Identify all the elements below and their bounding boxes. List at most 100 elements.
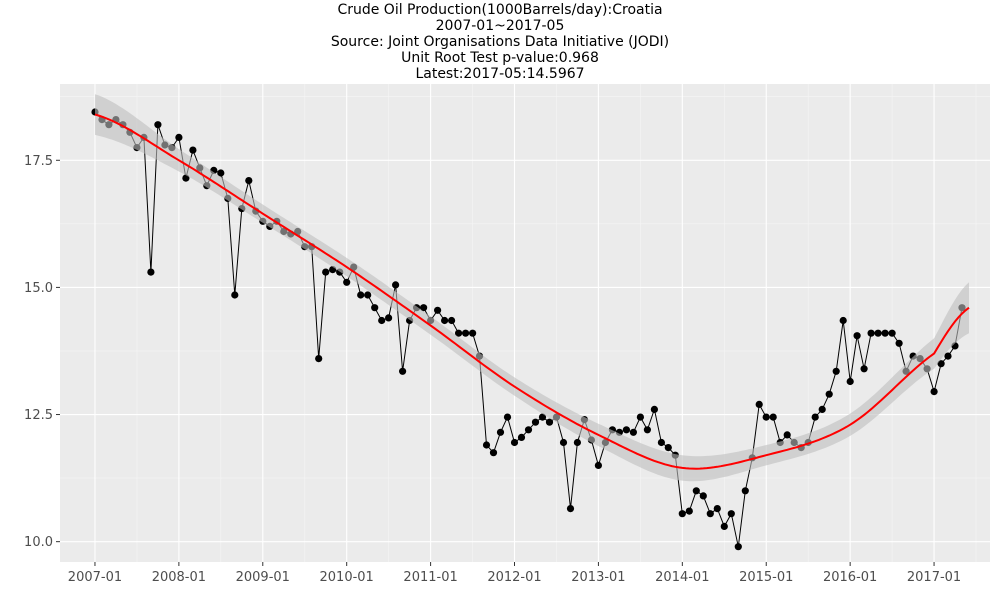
chart-title: Crude Oil Production(1000Barrels/day):Cr…: [0, 2, 1000, 82]
data-point: [496, 428, 505, 436]
data-point: [364, 291, 372, 299]
data-point: [636, 413, 645, 421]
data-point: [895, 339, 903, 347]
y-tick-label: 17.5: [24, 154, 53, 169]
title-line-4: Unit Root Test p-value:0.968: [401, 50, 599, 66]
data-point: [657, 438, 666, 447]
x-tick-label: 2012-01: [487, 570, 541, 585]
x-tick-label: 2009-01: [236, 570, 290, 585]
data-point: [322, 268, 330, 276]
data-point: [706, 510, 714, 518]
data-point: [469, 329, 477, 337]
data-point: [245, 177, 253, 185]
data-point: [189, 146, 197, 154]
data-point: [343, 278, 351, 286]
data-point: [315, 355, 323, 363]
data-point: [524, 426, 533, 434]
title-line-3: Source: Joint Organisations Data Initiat…: [330, 34, 670, 50]
data-point: [482, 441, 491, 449]
data-point: [881, 329, 889, 337]
data-point: [559, 438, 568, 447]
data-point: [888, 329, 896, 337]
data-point: [441, 316, 449, 325]
x-tick-label: 2011-01: [403, 570, 457, 585]
data-point: [420, 304, 428, 312]
data-point: [154, 121, 162, 129]
data-point: [937, 360, 945, 368]
data-point: [643, 426, 652, 434]
data-point: [357, 291, 365, 299]
data-point: [853, 332, 861, 340]
plot-panel: [60, 84, 990, 562]
trend-layer: [94, 94, 970, 482]
data-point: [874, 329, 882, 337]
data-point: [867, 329, 875, 337]
data-point: [594, 461, 603, 469]
data-point: [755, 400, 763, 408]
data-point: [699, 492, 707, 500]
data-point: [685, 507, 693, 515]
x-tick-label: 2016-01: [823, 570, 877, 585]
x-tick-label: 2017-01: [907, 570, 961, 585]
data-point: [147, 268, 155, 276]
data-point: [531, 418, 540, 426]
data-point: [462, 329, 470, 337]
data-point: [434, 306, 442, 314]
data-point: [825, 390, 833, 398]
data-point: [545, 418, 554, 426]
data-point: [846, 377, 854, 386]
axes: 2007-01 2008-01 2009-01 2010-01 2011-01 2012-…: [24, 154, 961, 585]
data-point: [650, 405, 659, 413]
data-point: [664, 444, 672, 452]
title-line-1: Crude Oil Production(1000Barrels/day):Cr…: [337, 2, 663, 18]
x-tick-label: 2013-01: [571, 570, 625, 585]
data-point: [762, 413, 770, 421]
data-point: [517, 433, 526, 441]
trend-confidence-band: [95, 94, 969, 482]
data-point: [385, 314, 393, 322]
x-tick-label: 2014-01: [655, 570, 709, 585]
major-gridlines: [60, 84, 990, 562]
data-point: [538, 413, 547, 421]
x-tick-label: 2007-01: [68, 570, 122, 585]
data-point: [231, 291, 239, 299]
data-point: [448, 316, 456, 325]
data-point: [217, 169, 225, 177]
data-point: [489, 449, 498, 457]
data-point: [930, 388, 938, 396]
data-point: [713, 505, 721, 513]
data-point: [769, 413, 777, 421]
data-point: [503, 413, 512, 421]
data-point: [860, 365, 868, 373]
x-tick-label: 2015-01: [739, 570, 793, 585]
data-point: [720, 522, 728, 531]
data-point: [510, 438, 519, 447]
title-line-5: Latest:2017-05:14.5967: [415, 66, 585, 82]
data-point: [175, 133, 183, 141]
data-point: [399, 367, 407, 375]
data-point: [371, 304, 379, 312]
data-point: [783, 431, 791, 439]
data-point: [378, 316, 386, 325]
data-point: [741, 487, 749, 495]
y-tick-label: 10.0: [24, 535, 53, 550]
data-point: [727, 510, 735, 518]
data-point: [629, 428, 638, 436]
data-point: [734, 543, 742, 551]
title-line-2: 2007-01~2017-05: [435, 18, 565, 34]
data-point: [818, 405, 826, 413]
data-point: [455, 329, 463, 337]
data-point: [566, 505, 575, 513]
y-tick-label: 12.5: [24, 408, 53, 423]
data-point: [832, 367, 840, 375]
data-point: [622, 426, 631, 434]
data-point: [839, 316, 847, 325]
trend-line: [94, 113, 970, 470]
data-point: [811, 413, 819, 421]
data-point: [692, 487, 700, 495]
data-point: [678, 510, 686, 518]
x-tick-label: 2010-01: [320, 570, 374, 585]
data-point: [392, 281, 400, 289]
minor-gridlines: [60, 84, 990, 562]
